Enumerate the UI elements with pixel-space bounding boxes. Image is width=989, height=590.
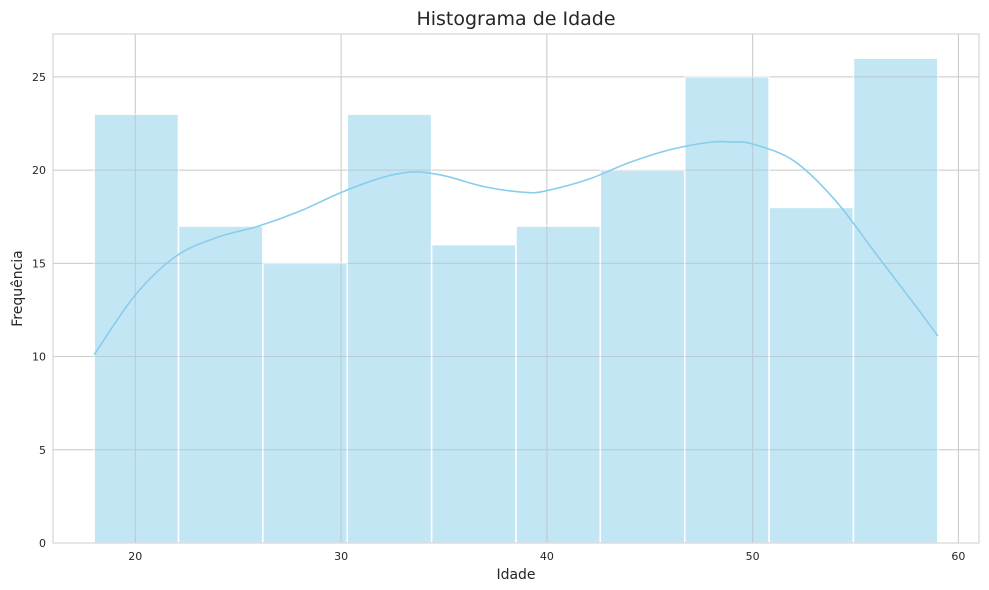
y-tick-label: 0 — [39, 537, 46, 550]
kde-curve — [93, 140, 939, 356]
y-tick-label: 10 — [32, 351, 46, 364]
x-tick-labels: 20 30 40 50 60 — [128, 550, 965, 563]
x-tick-label: 60 — [951, 550, 965, 563]
x-axis-label: Idade — [496, 567, 535, 583]
y-axis-label: Frequência — [10, 250, 26, 327]
histogram-bars — [93, 57, 939, 544]
histogram-bar — [262, 262, 349, 544]
y-tick-label: 5 — [39, 444, 46, 457]
histogram-bar — [515, 225, 602, 544]
y-tick-label: 25 — [32, 71, 46, 84]
y-tick-labels: 0 5 10 15 20 25 — [32, 71, 46, 550]
histogram-bar — [768, 206, 855, 544]
histogram-bar — [683, 76, 770, 544]
axes-frame — [52, 33, 980, 544]
x-tick-label: 20 — [128, 550, 142, 563]
histogram-bar — [93, 113, 180, 544]
chart-title: Histograma de Idade — [416, 8, 615, 30]
histogram-bar — [852, 57, 939, 544]
histogram-bar — [430, 243, 517, 544]
y-tick-label: 15 — [32, 257, 46, 270]
histogram-bar — [177, 225, 264, 544]
histogram-bar — [599, 169, 686, 544]
y-tick-label: 20 — [32, 164, 46, 177]
x-tick-label: 30 — [334, 550, 348, 563]
x-tick-label: 40 — [540, 550, 554, 563]
x-tick-label: 50 — [746, 550, 760, 563]
histogram-bar — [346, 113, 433, 544]
